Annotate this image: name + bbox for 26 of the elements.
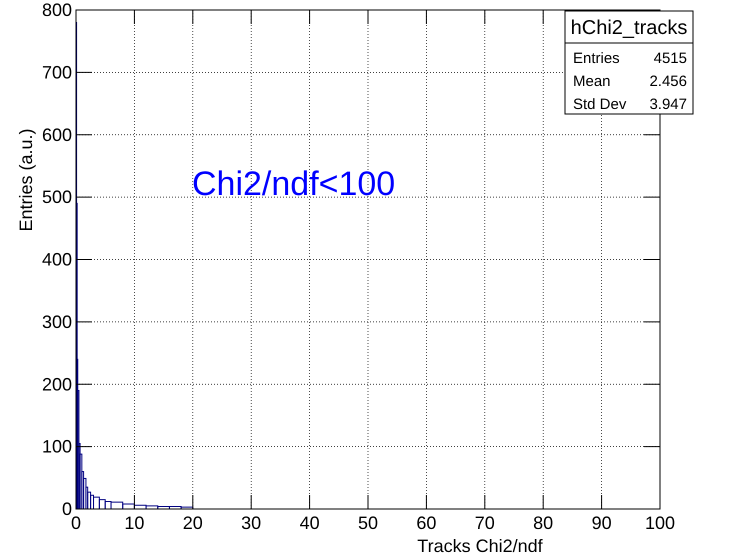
y-tick-label: 200 bbox=[42, 374, 72, 394]
x-tick-label: 40 bbox=[300, 513, 320, 533]
y-tick-label: 300 bbox=[42, 312, 72, 332]
y-tick-label: 700 bbox=[42, 62, 72, 82]
y-tick-label: 0 bbox=[62, 499, 72, 519]
x-tick-label: 20 bbox=[182, 513, 203, 533]
y-tick-label: 400 bbox=[42, 250, 72, 270]
x-tick-label: 50 bbox=[358, 513, 378, 533]
x-tick-label: 30 bbox=[241, 513, 262, 533]
text: Entries 4515 bbox=[573, 50, 687, 67]
x-tick-label: 80 bbox=[533, 513, 554, 533]
y-tick-label: 500 bbox=[42, 187, 72, 208]
x-tick-label: 10 bbox=[124, 513, 144, 533]
x-tick-label: 100 bbox=[644, 513, 676, 533]
text: Mean 2.456 bbox=[573, 73, 687, 90]
y-tick-label: 600 bbox=[42, 124, 72, 145]
x-tick-label: 70 bbox=[474, 513, 495, 533]
text: Std Dev 3.947 bbox=[573, 96, 687, 113]
y-tick-label: 100 bbox=[42, 436, 72, 457]
x-axis-title: Tracks Chi2/ndf bbox=[417, 536, 544, 556]
annotation: Chi2/ndf<100 bbox=[192, 165, 396, 203]
y-tick-label: 800 bbox=[42, 0, 72, 20]
y-axis-title: Entries (a.u.) bbox=[16, 128, 36, 232]
x-tick-label: 90 bbox=[592, 513, 612, 533]
annotation: hChi2_tracks bbox=[570, 17, 688, 39]
x-tick-label: 60 bbox=[416, 513, 436, 533]
